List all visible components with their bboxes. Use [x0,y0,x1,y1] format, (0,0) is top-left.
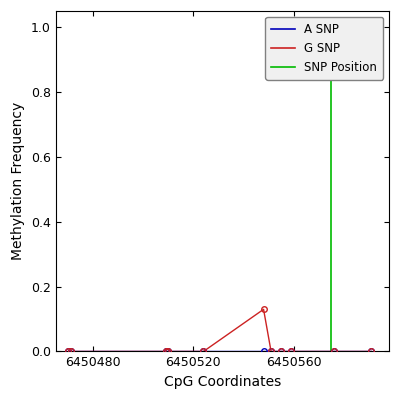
Y-axis label: Methylation Frequency: Methylation Frequency [11,102,25,260]
Legend: A SNP, G SNP, SNP Position: A SNP, G SNP, SNP Position [265,17,383,80]
X-axis label: CpG Coordinates: CpG Coordinates [164,375,281,389]
